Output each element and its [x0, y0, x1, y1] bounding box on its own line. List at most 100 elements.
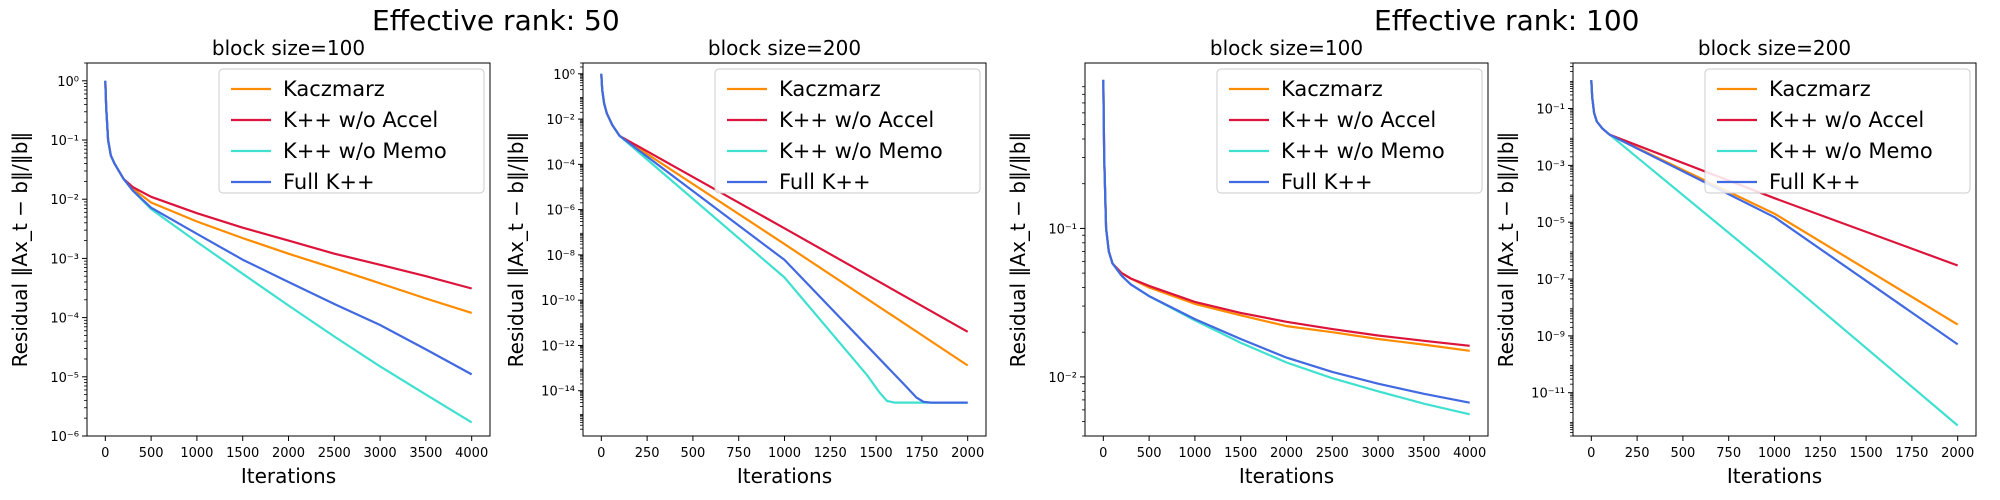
x-tick-label: 1750 — [905, 446, 938, 461]
y-tick-label: 10⁻¹¹ — [1531, 387, 1565, 402]
x-tick-label: 1000 — [1178, 446, 1211, 461]
x-tick-label: 2000 — [1941, 446, 1974, 461]
x-tick-label: 0 — [101, 446, 109, 461]
y-tick-label: 10⁻⁴ — [50, 312, 79, 327]
subplot-title: block size=200 — [1698, 36, 1851, 60]
y-tick-label: 10⁻⁷ — [1536, 273, 1565, 288]
subplot-title: block size=100 — [212, 36, 365, 60]
x-tick-label: 3500 — [1407, 446, 1440, 461]
x-tick-label: 1500 — [1850, 446, 1883, 461]
legend-label-k-w-o-memo: K++ w/o Memo — [283, 139, 447, 163]
x-tick-label: 3500 — [409, 446, 442, 461]
legend: Kaczmarz K++ w/o Accel K++ w/o Memo Full K+… — [218, 68, 485, 194]
subplot-title: block size=100 — [1210, 36, 1363, 60]
legend-label-k-w-o-accel: K++ w/o Accel — [1769, 108, 1924, 132]
legend-label-k-w-o-accel: K++ w/o Accel — [779, 108, 934, 132]
y-tick-label: 10⁻² — [50, 193, 79, 208]
y-tick-label: 10⁻⁵ — [1536, 216, 1565, 231]
y-tick-label: 10⁻² — [546, 113, 575, 128]
x-tick-label: 2000 — [272, 446, 305, 461]
y-tick-label: 10⁻⁵ — [50, 371, 79, 386]
y-tick-label: 10⁻⁶ — [546, 204, 575, 219]
y-axis-label: Residual ‖Ax_t − b‖/‖b‖ — [504, 132, 528, 368]
x-tick-label: 2500 — [1316, 446, 1349, 461]
y-tick-label: 10⁻⁶ — [50, 430, 79, 445]
plot-area — [104, 80, 473, 424]
x-tick-label: 1500 — [1224, 446, 1257, 461]
legend-box — [714, 68, 981, 194]
x-tick-label: 250 — [1625, 446, 1650, 461]
legend-label-full-k-: Full K++ — [1281, 170, 1373, 194]
y-axis-label: Residual ‖Ax_t − b‖/‖b‖ — [8, 132, 32, 368]
y-tick-label: 10⁻¹² — [541, 339, 575, 354]
x-axis-label: Iterations — [737, 464, 832, 488]
y-tick-label: 10⁻⁴ — [546, 158, 575, 173]
x-tick-label: 500 — [1670, 446, 1695, 461]
plot-area — [600, 73, 969, 404]
y-tick-label: 10⁻³ — [50, 252, 79, 267]
legend-label-k-w-o-memo: K++ w/o Memo — [1769, 139, 1933, 163]
x-tick-label: 1500 — [860, 446, 893, 461]
x-tick-label: 2500 — [318, 446, 351, 461]
legend-label-kaczmarz: Kaczmarz — [779, 77, 881, 101]
x-tick-label: 2000 — [951, 446, 984, 461]
x-tick-label: 0 — [597, 446, 605, 461]
x-tick-label: 1000 — [768, 446, 801, 461]
x-tick-label: 1000 — [180, 446, 213, 461]
x-tick-label: 1750 — [1895, 446, 1928, 461]
x-tick-label: 1250 — [1804, 446, 1837, 461]
legend-label-k-w-o-memo: K++ w/o Memo — [1281, 139, 1445, 163]
chart-panel-1: 0 500 1000 1500 2000 2500 3000 3500 4000 10⁻⁶ 10⁻⁵… — [8, 36, 491, 488]
y-axis-label: Residual ‖Ax_t − b‖/‖b‖ — [1494, 132, 1518, 368]
series-line-full-k- — [600, 73, 968, 404]
y-tick-label: 10⁻¹ — [50, 134, 79, 149]
x-tick-label: 500 — [680, 446, 705, 461]
legend-box — [1216, 68, 1483, 194]
x-axis-label: Iterations — [1239, 464, 1334, 488]
x-tick-label: 500 — [1137, 446, 1162, 461]
x-tick-label: 250 — [635, 446, 660, 461]
x-tick-label: 4000 — [455, 446, 488, 461]
legend: Kaczmarz K++ w/o Accel K++ w/o Memo Full K+… — [714, 68, 981, 194]
x-tick-label: 0 — [1099, 446, 1107, 461]
x-tick-label: 750 — [726, 446, 751, 461]
x-tick-label: 4000 — [1453, 446, 1486, 461]
legend-box — [218, 68, 485, 194]
y-tick-label: 10⁰ — [553, 68, 575, 83]
y-tick-label: 10⁻¹⁴ — [541, 385, 575, 400]
legend: Kaczmarz K++ w/o Accel K++ w/o Memo Full K+… — [1216, 68, 1483, 194]
x-tick-label: 750 — [1716, 446, 1741, 461]
y-tick-label: 10⁻² — [1048, 371, 1077, 386]
x-tick-label: 0 — [1587, 446, 1595, 461]
y-tick-label: 10⁻⁹ — [1536, 330, 1565, 345]
x-tick-label: 1250 — [814, 446, 847, 461]
x-tick-label: 500 — [139, 446, 164, 461]
legend-box — [1704, 68, 1971, 194]
legend-label-full-k-: Full K++ — [1769, 170, 1861, 194]
legend-label-full-k-: Full K++ — [283, 170, 375, 194]
y-axis-label: Residual ‖Ax_t − b‖/‖b‖ — [1006, 132, 1030, 368]
legend-label-kaczmarz: Kaczmarz — [1769, 77, 1871, 101]
series-line-full-k- — [104, 80, 473, 376]
x-tick-label: 1000 — [1758, 446, 1791, 461]
chart-panel-4: 0 250 500 750 1000 1250 1500 1750 2000 10⁻¹¹ 10⁻⁹ 1… — [1494, 36, 1977, 488]
legend: Kaczmarz K++ w/o Accel K++ w/o Memo Full K+… — [1704, 68, 1971, 194]
y-tick-label: 10⁻¹ — [1048, 222, 1077, 237]
x-axis-label: Iterations — [1727, 464, 1822, 488]
chart-panel-3: 0 500 1000 1500 2000 2500 3000 3500 4000 10⁻² 10⁻¹… — [1006, 36, 1489, 488]
x-tick-label: 2000 — [1270, 446, 1303, 461]
legend-label-full-k-: Full K++ — [779, 170, 871, 194]
x-axis-label: Iterations — [241, 464, 336, 488]
subplot-title: block size=200 — [708, 36, 861, 60]
legend-label-k-w-o-accel: K++ w/o Accel — [1281, 108, 1436, 132]
legend-label-k-w-o-accel: K++ w/o Accel — [283, 108, 438, 132]
y-tick-label: 10⁻⁸ — [546, 249, 575, 264]
legend-label-kaczmarz: Kaczmarz — [283, 77, 385, 101]
group-title-rank-50: Effective rank: 50 — [372, 4, 620, 37]
group-title-rank-100: Effective rank: 100 — [1374, 4, 1640, 37]
x-tick-label: 3000 — [364, 446, 397, 461]
legend-label-k-w-o-memo: K++ w/o Memo — [779, 139, 943, 163]
chart-panel-2: 0 250 500 750 1000 1250 1500 1750 2000 10⁻¹⁴ 10⁻¹²… — [504, 36, 987, 488]
series-line-full-k- — [1102, 79, 1470, 404]
